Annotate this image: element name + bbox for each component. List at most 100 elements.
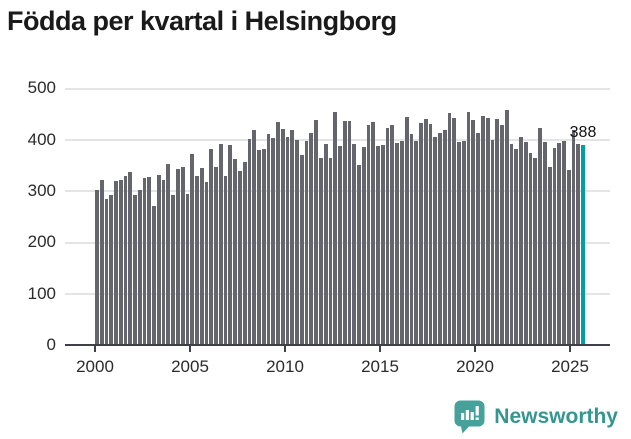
- bar: [137, 190, 142, 344]
- bar: [223, 176, 228, 344]
- bar: [214, 167, 218, 344]
- bar: [176, 169, 180, 344]
- bar: [428, 124, 433, 344]
- bar: [500, 125, 504, 344]
- bar: [557, 143, 562, 344]
- bar: [366, 125, 371, 344]
- bar: [390, 125, 395, 344]
- bar: [123, 176, 128, 344]
- x-label-2015: 2015: [361, 357, 399, 376]
- newsworthy-icon: [454, 400, 485, 434]
- bar: [361, 147, 366, 344]
- x-axis-line: [65, 344, 610, 346]
- bar: [114, 181, 118, 344]
- bars: [95, 88, 585, 344]
- bar: [376, 146, 380, 344]
- bar: [290, 130, 295, 344]
- bar: [166, 164, 171, 344]
- bar: [400, 141, 404, 344]
- bar: [476, 133, 481, 344]
- bar: [295, 140, 299, 344]
- bar: [333, 112, 338, 344]
- bar: [99, 180, 104, 344]
- bar: [318, 158, 323, 344]
- bar: [533, 158, 538, 344]
- x-label-2020: 2020: [456, 357, 494, 376]
- bar: [261, 149, 266, 344]
- bar: [347, 121, 352, 344]
- gridline-400: [65, 139, 610, 141]
- x-label-2000: 2000: [76, 357, 114, 376]
- y-tick-0: 0: [46, 335, 56, 354]
- bar: [481, 116, 485, 344]
- bar: [395, 143, 399, 344]
- bar: [242, 162, 247, 344]
- y-tick-200: 200: [27, 232, 56, 251]
- bar: [552, 148, 557, 344]
- bar: [314, 120, 318, 344]
- y-tick-500: 500: [27, 78, 56, 97]
- bar: [204, 182, 209, 344]
- bar: [423, 119, 428, 344]
- bar: [309, 133, 314, 344]
- bar: [285, 137, 290, 344]
- bar: [442, 130, 447, 344]
- bar: [338, 146, 342, 344]
- y-tick-300: 300: [27, 181, 56, 200]
- y-tick-100: 100: [27, 284, 56, 303]
- newsworthy-logo: Newsworthy: [454, 400, 618, 434]
- bar: [419, 123, 423, 344]
- bar: [438, 133, 442, 344]
- bar: [485, 118, 490, 344]
- bar: [328, 158, 333, 344]
- bar: [299, 155, 304, 344]
- bar: [109, 195, 114, 344]
- bar: [495, 119, 500, 344]
- bar: [209, 149, 214, 344]
- gridline-200: [65, 242, 610, 244]
- bar: [566, 170, 571, 344]
- bar: [385, 128, 390, 344]
- bar: [271, 138, 276, 344]
- bar: [380, 145, 385, 344]
- bar: [95, 190, 99, 344]
- bar: [447, 113, 452, 344]
- bar: [466, 112, 471, 344]
- bar: [233, 159, 237, 344]
- x-label-2005: 2005: [171, 357, 209, 376]
- bar: [185, 194, 190, 344]
- bar: [152, 206, 156, 344]
- bar: [280, 129, 285, 344]
- bar: [414, 141, 419, 344]
- bar: [514, 149, 519, 344]
- bar: [509, 144, 514, 344]
- bar: [118, 180, 123, 344]
- x-tick-2015: [379, 345, 381, 352]
- bar: [304, 141, 309, 344]
- bar: [228, 145, 233, 344]
- gridline-100: [65, 293, 610, 295]
- bar: [133, 195, 137, 344]
- bar: [171, 195, 176, 344]
- bar: [190, 154, 195, 344]
- bar: [104, 199, 109, 344]
- x-label-2010: 2010: [266, 357, 304, 376]
- x-tick-2025: [569, 345, 571, 352]
- bar: [180, 167, 185, 344]
- plot-area: 0 100 200 300 400 500 388 2000 2005 2010…: [28, 79, 610, 376]
- bar: [433, 137, 438, 344]
- bar: [461, 141, 466, 344]
- bar: [323, 144, 328, 344]
- bar: [199, 168, 204, 344]
- x-label-2025: 2025: [551, 357, 589, 376]
- gridline-300: [65, 190, 610, 192]
- bar: [457, 142, 461, 344]
- bar: [576, 144, 581, 344]
- newsworthy-wordmark: Newsworthy: [494, 405, 618, 428]
- bar: [147, 177, 152, 344]
- bar: [161, 180, 166, 344]
- bar: [357, 165, 361, 344]
- bar: [252, 130, 257, 344]
- bar: [538, 128, 542, 344]
- bar: [218, 144, 223, 344]
